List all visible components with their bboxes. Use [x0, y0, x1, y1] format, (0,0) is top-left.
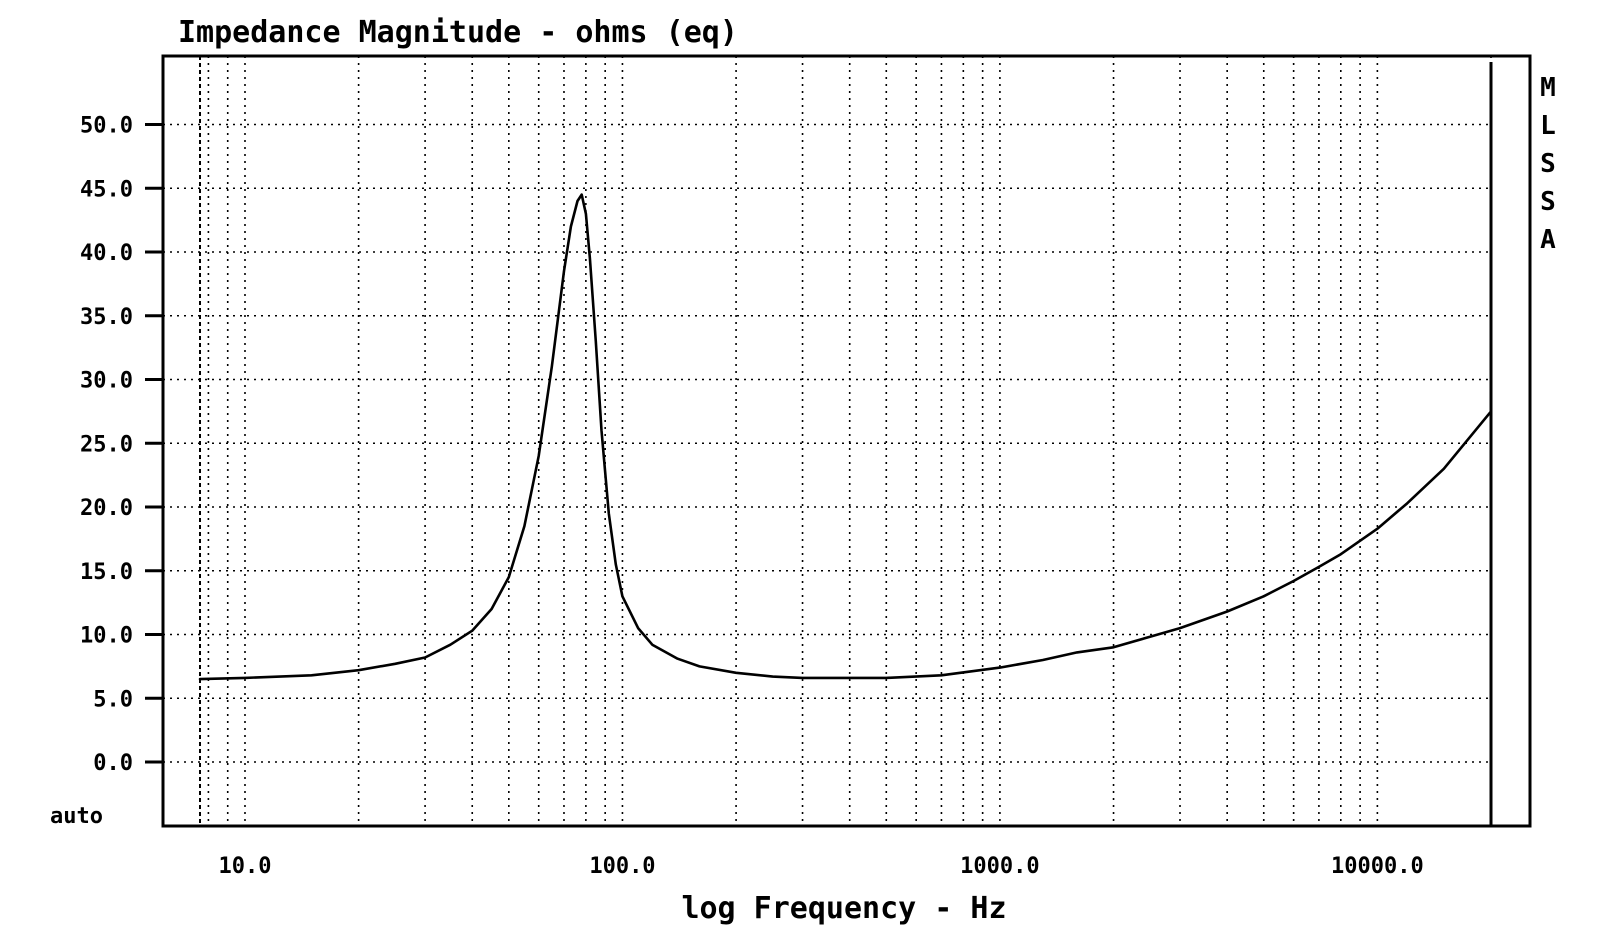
x-tick-label: 10.0 — [218, 854, 271, 879]
impedance-series-line — [198, 193, 1493, 681]
side-label-letter: M — [1540, 73, 1556, 103]
x-tick-label: 10000.0 — [1331, 854, 1424, 879]
y-tick-label: 40.0 — [80, 241, 133, 266]
grid — [163, 56, 1492, 826]
y-tick-label: 50.0 — [80, 114, 133, 139]
x-axis-label: log Frequency - Hz — [681, 891, 1006, 926]
y-tick-label: 10.0 — [80, 624, 133, 649]
side-label-letter: S — [1540, 187, 1556, 217]
side-label-letter: S — [1540, 149, 1556, 179]
y-tick-label: 15.0 — [80, 560, 133, 585]
y-tick-label: 25.0 — [80, 432, 133, 457]
y-axis-ticks: 0.0 5.0 10.0 15.0 20.0 25.0 30.0 35.0 40.0 45.0 50… — [80, 114, 163, 776]
x-tick-label: 100.0 — [589, 854, 655, 879]
plot-frame — [161, 54, 1532, 828]
side-label-letter: L — [1540, 111, 1556, 141]
y-tick-label: 35.0 — [80, 305, 133, 330]
side-label-letter: A — [1540, 225, 1556, 255]
y-tick-label: 45.0 — [80, 177, 133, 202]
chart-title: Impedance Magnitude - ohms (eq) — [178, 15, 738, 50]
y-auto-label: auto — [50, 804, 103, 829]
y-tick-label: 5.0 — [93, 687, 133, 712]
y-tick-label: 0.0 — [93, 751, 133, 776]
series-layer — [198, 193, 1493, 681]
y-tick-label: 20.0 — [80, 496, 133, 521]
x-tick-label: 1000.0 — [960, 854, 1039, 879]
x-axis-ticks: 10.0 100.0 1000.0 10000.0 — [218, 854, 1423, 879]
y-tick-label: 30.0 — [80, 369, 133, 394]
